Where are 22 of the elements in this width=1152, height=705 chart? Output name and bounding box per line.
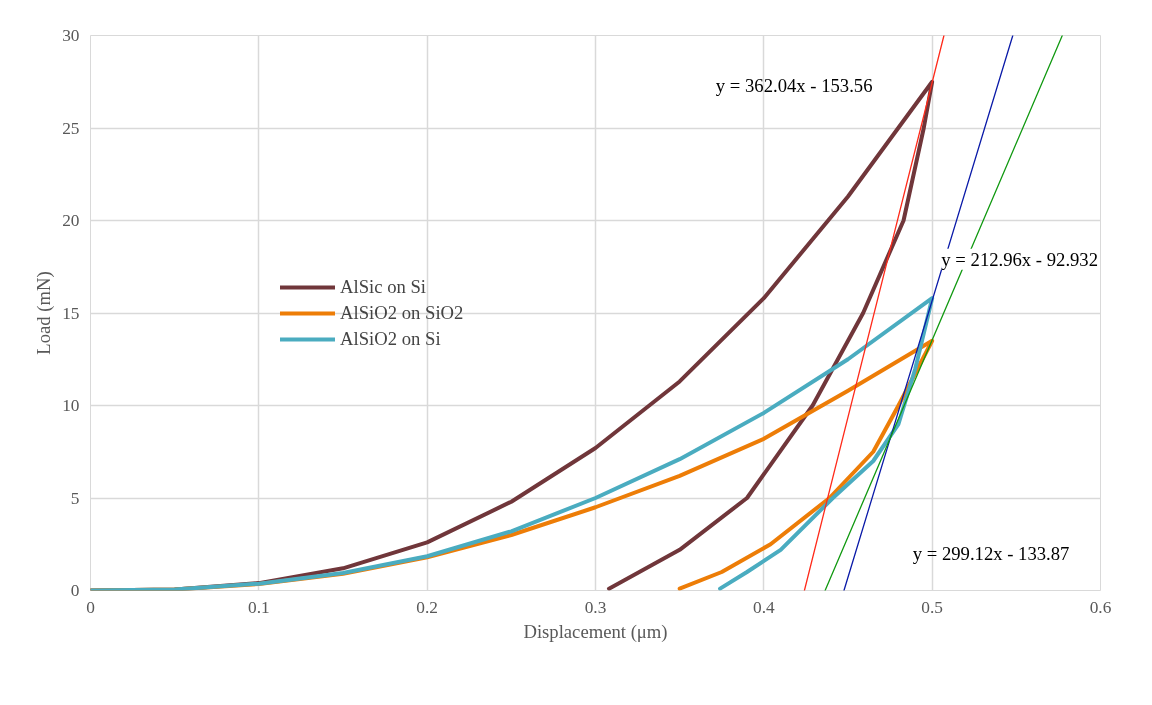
y-tick-label: 30: [62, 26, 80, 45]
y-tick-label: 10: [62, 396, 80, 415]
annotation: y = 212.96x - 92.932: [941, 248, 1099, 270]
x-tick-label: 0.5: [921, 597, 944, 617]
y-tick-label: 5: [70, 488, 80, 508]
annotation: y = 299.12x - 133.87: [912, 543, 1070, 564]
x-tick-label: 0.4: [753, 597, 775, 617]
x-tick-label: 0.1: [248, 597, 270, 617]
annotation: y = 362.04x - 153.56: [715, 74, 873, 96]
x-tick-label: 0.3: [584, 597, 607, 617]
legend-label: AlSiO2 on SiO2: [340, 301, 464, 324]
y-tick-label: 15: [62, 303, 80, 323]
x-axis-title: Displacement (μm): [523, 620, 668, 643]
y-tick-label: 20: [62, 211, 80, 230]
legend-label: AlSiO2 on Si: [340, 327, 441, 350]
y-axis-title: Load (mN): [33, 271, 56, 355]
x-tick-label: 0.6: [1089, 597, 1112, 617]
x-tick-label: 0: [86, 597, 95, 617]
y-tick-label: 25: [62, 118, 80, 138]
x-tick-label: 0.2: [416, 597, 439, 617]
legend-label: AlSic on Si: [340, 275, 427, 298]
y-tick-label: 0: [70, 581, 80, 600]
